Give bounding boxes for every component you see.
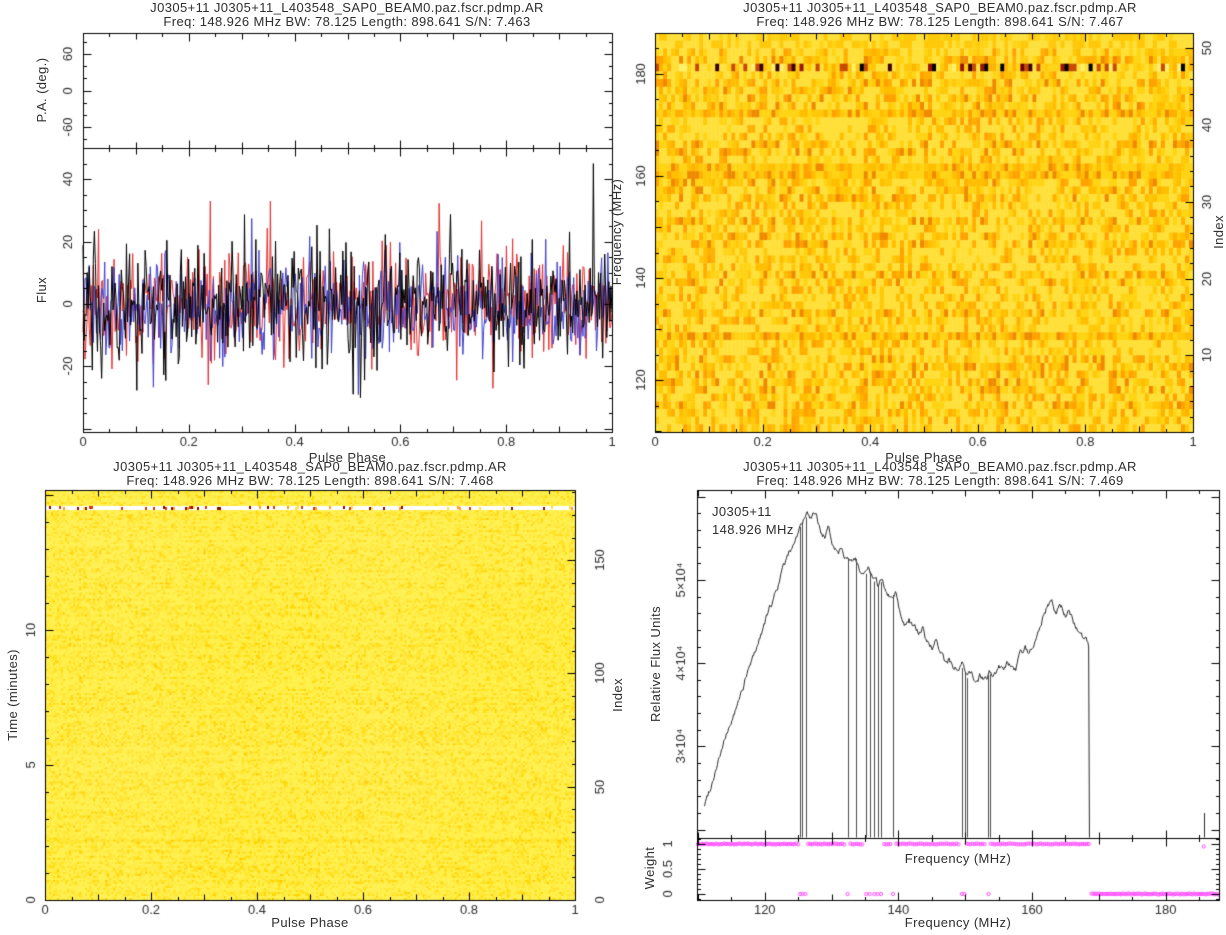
plots-canvas: [0, 0, 1226, 935]
pdmp-figure: J0305+11 J0305+11_L403548_SAP0_BEAM0.paz…: [0, 0, 1226, 935]
